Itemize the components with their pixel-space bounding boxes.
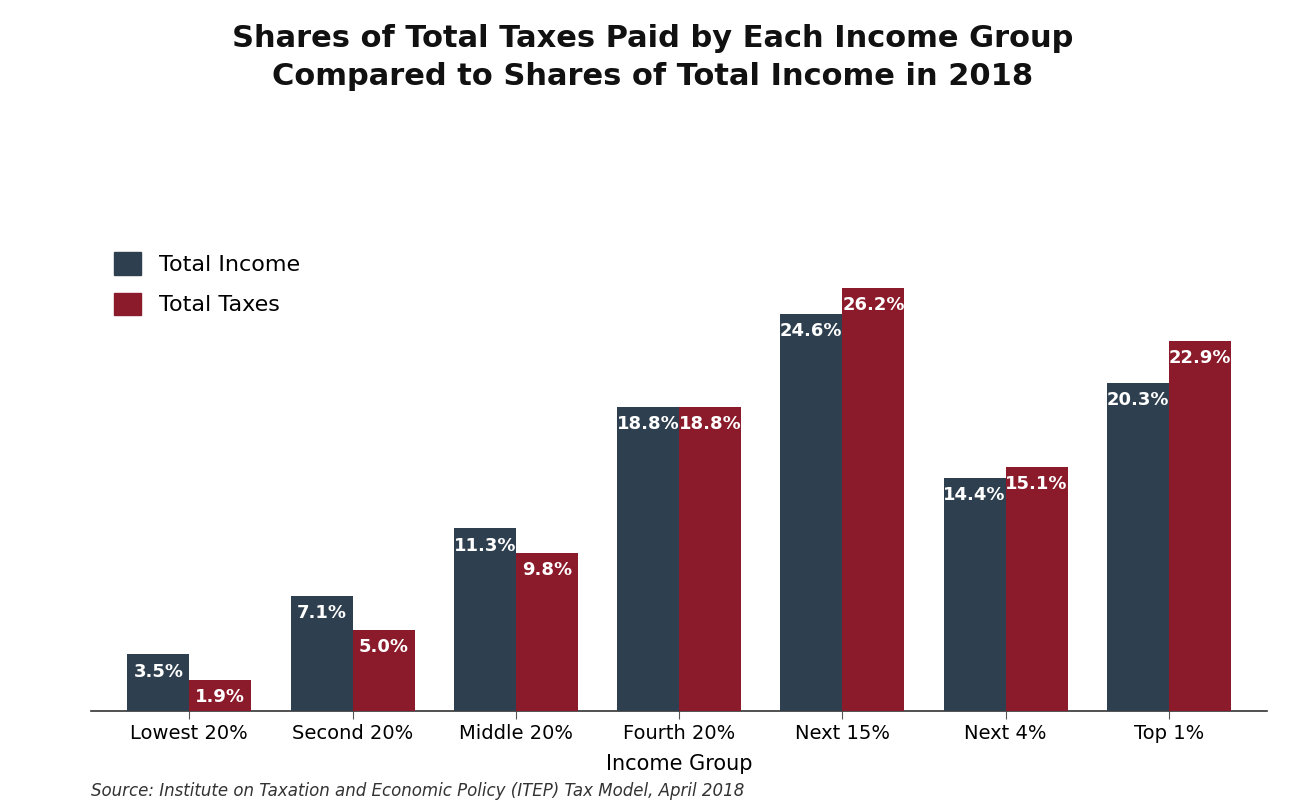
Text: 11.3%: 11.3% [453,537,516,554]
Text: Shares of Total Taxes Paid by Each Income Group
Compared to Shares of Total Inco: Shares of Total Taxes Paid by Each Incom… [232,24,1074,91]
Text: 24.6%: 24.6% [780,322,842,339]
Bar [679,407,742,711]
Bar [189,680,251,711]
Text: 14.4%: 14.4% [943,486,1006,504]
Text: 5.0%: 5.0% [359,638,409,656]
Text: Source: Institute on Taxation and Economic Policy (ITEP) Tax Model, April 2018: Source: Institute on Taxation and Econom… [91,782,744,800]
Bar [454,528,516,711]
Text: 9.8%: 9.8% [522,561,572,579]
Bar [781,314,842,711]
Text: 3.5%: 3.5% [133,663,183,680]
Bar [1006,467,1068,711]
Text: 7.1%: 7.1% [296,604,346,622]
Bar [1107,383,1169,711]
Text: 1.9%: 1.9% [196,688,246,706]
Text: 22.9%: 22.9% [1169,349,1232,367]
X-axis label: Income Group: Income Group [606,755,752,774]
Bar [516,553,577,711]
Text: 26.2%: 26.2% [842,296,905,314]
Bar [943,478,1006,711]
Text: 18.8%: 18.8% [679,415,742,433]
Bar [353,630,415,711]
Text: 20.3%: 20.3% [1106,391,1169,409]
Text: 15.1%: 15.1% [1006,475,1068,493]
Bar [618,407,679,711]
Bar [842,288,904,711]
Legend: Total Income, Total Taxes: Total Income, Total Taxes [115,252,300,315]
Bar [1169,341,1230,711]
Text: 18.8%: 18.8% [616,415,679,433]
Bar [291,596,353,711]
Bar [128,654,189,711]
